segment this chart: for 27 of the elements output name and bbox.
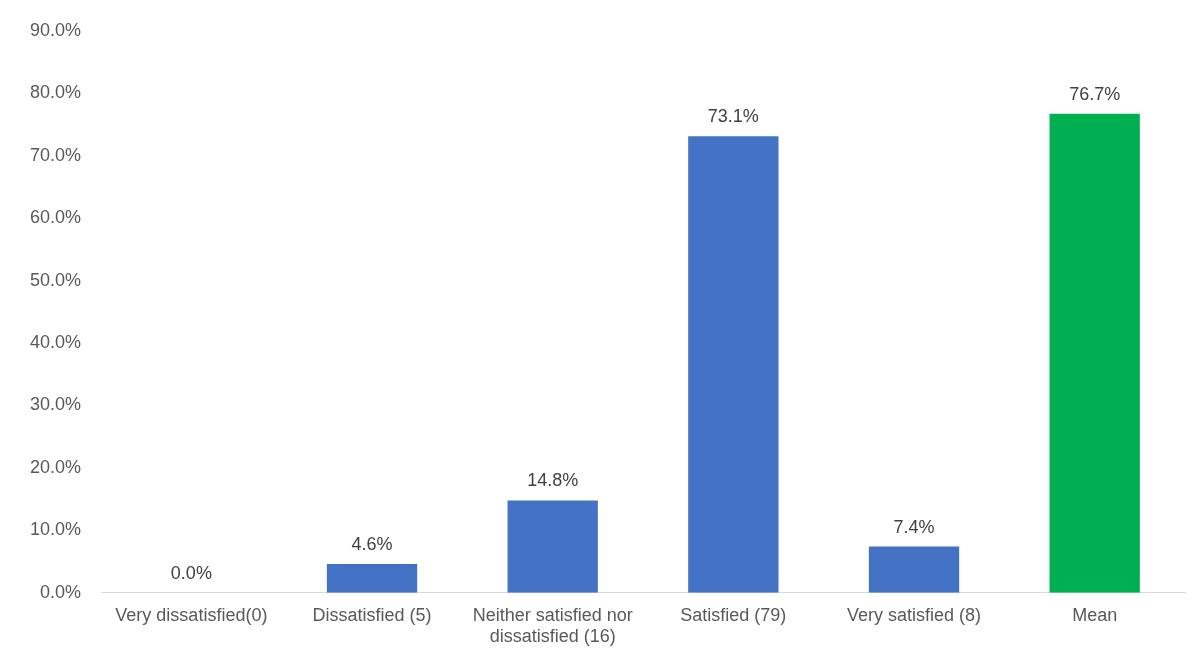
y-tick-label: 40.0% [29, 331, 82, 352]
x-tick-label: Neither satisfied nor dissatisfied (16) [472, 604, 633, 647]
y-tick-label: 80.0% [29, 82, 82, 103]
data-label: 7.4% [893, 516, 935, 537]
bar [868, 546, 960, 593]
y-tick-label: 70.0% [29, 144, 82, 165]
y-tick-label: 10.0% [29, 519, 82, 540]
data-label: 14.8% [527, 470, 579, 491]
x-tick-label: Very dissatisfied(0) [115, 604, 268, 625]
data-label: 73.1% [707, 106, 759, 127]
data-label: 76.7% [1069, 83, 1121, 104]
bar [507, 500, 598, 593]
x-tick-label: Very satisfied (8) [846, 604, 982, 625]
x-tick-label: Mean [1072, 604, 1118, 625]
y-tick-label: 30.0% [29, 394, 82, 415]
x-tick-label: Dissatisfied (5) [312, 604, 432, 625]
y-tick-label: 50.0% [29, 269, 82, 290]
bar [1049, 113, 1140, 593]
x-tick-label: Satisfied (79) [680, 604, 787, 625]
bar [326, 564, 418, 593]
y-tick-label: 60.0% [29, 207, 82, 228]
y-tick-label: 0.0% [40, 581, 82, 602]
data-label: 0.0% [170, 562, 212, 583]
y-tick-label: 20.0% [29, 456, 82, 477]
data-label: 4.6% [351, 534, 393, 555]
bar [688, 136, 779, 593]
y-tick-label: 90.0% [29, 19, 82, 40]
